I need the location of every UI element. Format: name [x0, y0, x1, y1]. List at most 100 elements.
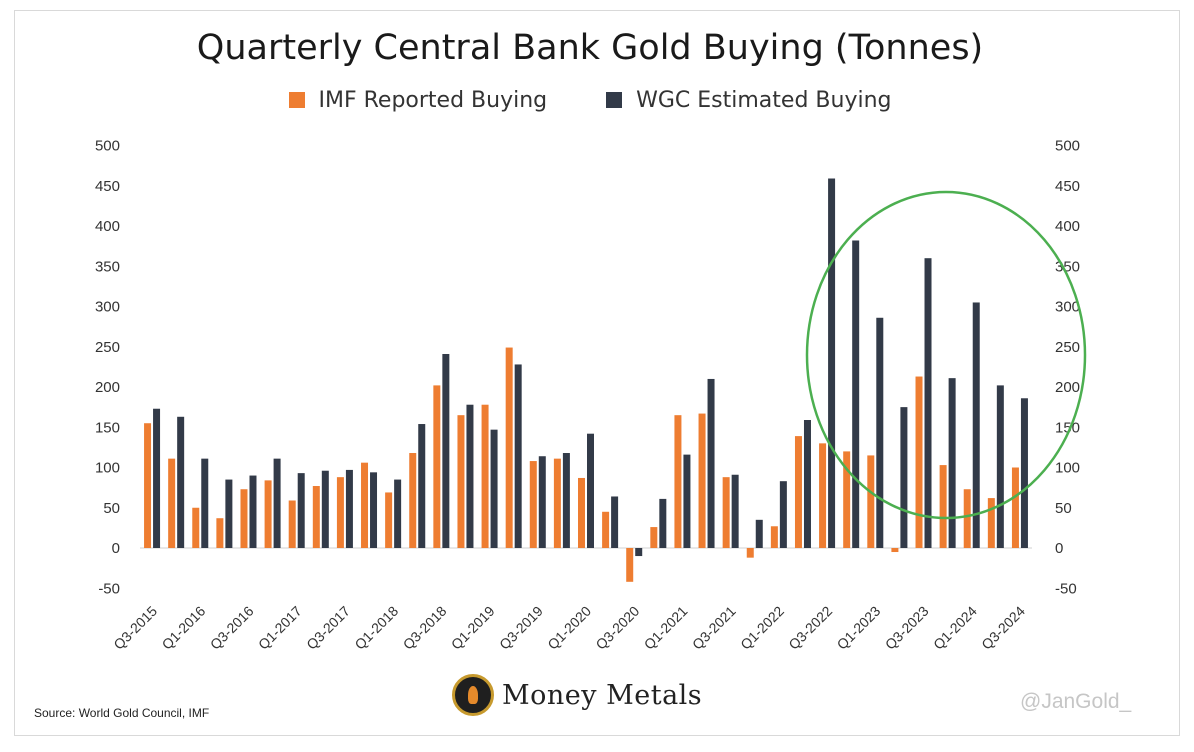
bar-wgc [297, 473, 305, 548]
bar-imf [843, 451, 851, 548]
bar-imf [481, 404, 489, 548]
x-tick-label: Q3-2022 [785, 603, 835, 653]
x-tick-label: Q1-2022 [737, 603, 787, 653]
y-tick-right: 400 [1055, 218, 1080, 235]
x-tick-label: Q1-2019 [448, 603, 498, 653]
x-tick-label: Q3-2024 [978, 603, 1028, 653]
y-tick-left: 400 [95, 218, 120, 235]
legend-label-imf: IMF Reported Buying [318, 88, 548, 113]
y-tick-left: 300 [95, 299, 120, 316]
bar-imf [963, 489, 971, 548]
x-tick-label: Q3-2017 [303, 603, 353, 653]
legend-item-imf: IMF Reported Buying [288, 88, 548, 113]
bar-wgc [514, 364, 522, 548]
bar-imf [770, 526, 778, 548]
bar-wgc [683, 454, 691, 548]
bar-imf [987, 498, 995, 548]
x-tick-label: Q1-2024 [930, 603, 980, 653]
x-tick-label: Q1-2021 [641, 603, 691, 653]
bar-wgc [635, 548, 643, 557]
bar-imf [144, 423, 152, 548]
y-tick-right: 150 [1055, 419, 1080, 436]
bar-wgc [177, 416, 185, 548]
bar-wgc [418, 424, 426, 548]
bar-wgc [659, 498, 667, 548]
y-tick-left: 200 [95, 379, 120, 396]
y-tick-right: 450 [1055, 178, 1080, 195]
bar-wgc [249, 475, 257, 548]
brand-logo: Money Metals [452, 672, 702, 718]
bar-wgc [1020, 398, 1028, 548]
bar-imf [867, 455, 875, 548]
bar-imf [216, 518, 224, 548]
y-tick-right: 50 [1055, 500, 1072, 517]
y-tick-right: 500 [1055, 138, 1080, 155]
bar-imf [312, 486, 320, 548]
x-tick-label: Q1-2018 [351, 603, 401, 653]
y-tick-left: 250 [95, 339, 120, 356]
legend-swatch-wgc [606, 92, 623, 108]
bar-wgc [803, 420, 811, 548]
bar-wgc [731, 474, 739, 548]
bar-wgc [828, 178, 836, 548]
legend-swatch-imf [288, 92, 305, 108]
y-tick-left: 150 [95, 419, 120, 436]
x-tick-label: Q3-2016 [207, 603, 257, 653]
bar-imf [457, 415, 465, 548]
bar-wgc [972, 302, 980, 548]
bar-imf [264, 480, 272, 548]
y-tick-right: 250 [1055, 339, 1080, 356]
bar-wgc [394, 479, 402, 548]
bar-imf [819, 443, 827, 548]
y-tick-right: 100 [1055, 460, 1080, 477]
y-tick-left: 450 [95, 178, 120, 195]
bar-imf [915, 376, 923, 548]
bar-wgc [852, 240, 860, 549]
bar-wgc [755, 519, 763, 548]
bar-wgc [900, 407, 908, 548]
bar-imf [336, 477, 344, 548]
bar-imf [746, 548, 754, 558]
y-tick-left: 500 [95, 138, 120, 155]
bar-imf [361, 462, 369, 548]
bar-wgc [273, 458, 281, 548]
x-tick-label: Q1-2020 [544, 603, 594, 653]
highlight-ellipse [805, 190, 1087, 520]
x-tick-label: Q3-2015 [110, 603, 160, 653]
bar-imf [891, 548, 899, 553]
y-tick-left: 350 [95, 258, 120, 275]
bar-wgc [345, 469, 353, 548]
x-tick-label: Q3-2021 [689, 603, 739, 653]
y-tick-right: 0 [1055, 540, 1063, 557]
chart-title: Quarterly Central Bank Gold Buying (Tonn… [196, 28, 984, 68]
bar-wgc [587, 433, 594, 548]
bar-imf [722, 477, 730, 548]
bar-imf [674, 415, 682, 548]
y-tick-left: 0 [112, 540, 120, 557]
y-tick-right: 300 [1055, 299, 1080, 316]
bar-wgc [611, 496, 619, 548]
bar-imf [505, 347, 513, 548]
brand-seal-icon [452, 674, 494, 716]
source-note: Source: World Gold Council, IMF [34, 706, 210, 720]
bar-wgc [876, 317, 884, 548]
bar-imf [385, 492, 393, 548]
bar-imf [602, 511, 610, 548]
bar-wgc [225, 479, 233, 548]
y-tick-left: 100 [95, 460, 120, 477]
x-tick-label: Q1-2017 [255, 603, 305, 653]
bar-wgc [538, 456, 546, 548]
y-tick-left: 50 [103, 500, 120, 517]
x-tick-label: Q3-2018 [400, 603, 450, 653]
bar-imf [794, 436, 802, 548]
bar-wgc [153, 408, 161, 548]
x-tick-label: Q3-2023 [882, 603, 932, 653]
x-tick-label: Q1-2023 [834, 603, 884, 653]
bar-wgc [924, 258, 932, 548]
bar-imf [168, 458, 176, 548]
chart-frame [14, 10, 1180, 736]
bar-wgc [370, 472, 378, 548]
bar-wgc [779, 481, 787, 548]
legend-item-wgc: WGC Estimated Buying [606, 88, 892, 113]
